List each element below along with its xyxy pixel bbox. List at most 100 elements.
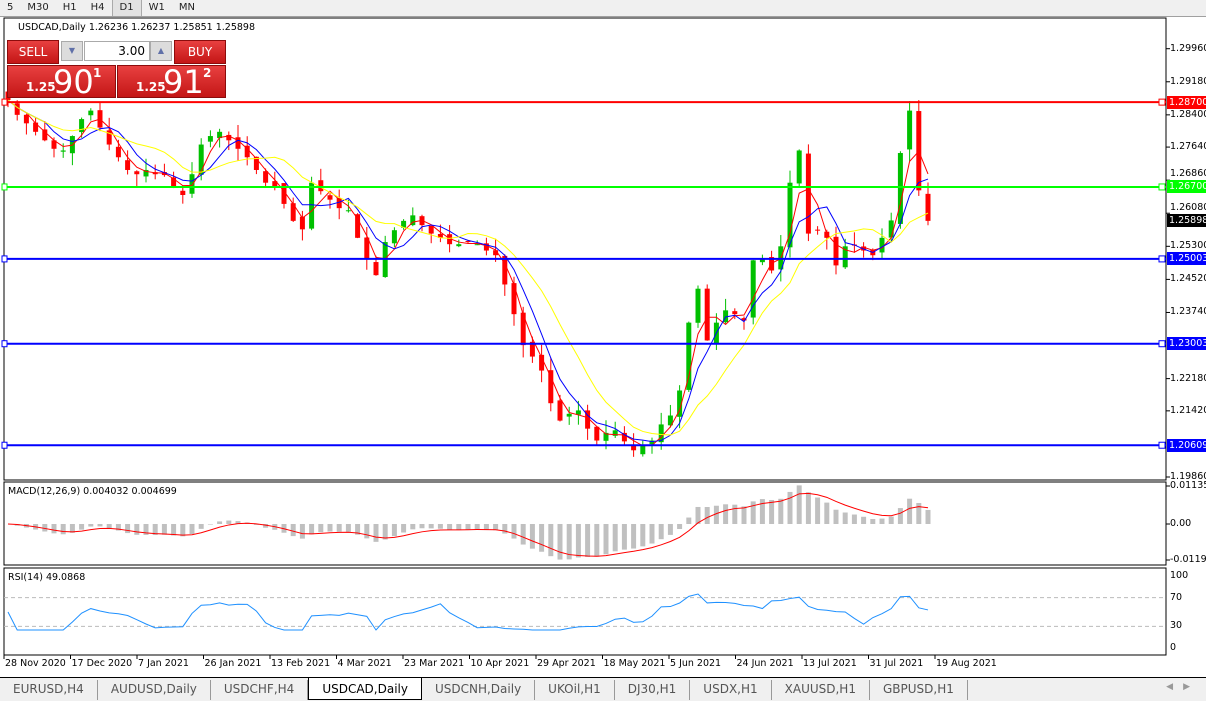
candle-body — [842, 246, 848, 268]
timeframe-d1[interactable]: D1 — [111, 0, 142, 16]
candle-body — [143, 169, 149, 177]
date-axis-label: 13 Feb 2021 — [271, 658, 331, 669]
macd-bar — [382, 524, 388, 540]
line-handle — [1, 183, 8, 191]
candle — [198, 138, 204, 181]
timeframe-toolbar: 5 M30 H1 H4 D1 W1 MN — [0, 0, 1206, 17]
macd-bar — [226, 520, 232, 524]
macd-bar — [263, 524, 269, 528]
tab-usdcnh-daily[interactable]: USDCNH,Daily — [422, 680, 536, 700]
candle-body — [557, 400, 563, 421]
macd-bar — [566, 524, 572, 560]
tab-ukoil-h1[interactable]: UKOil,H1 — [535, 680, 615, 700]
macd-bar — [373, 524, 379, 542]
candle — [401, 219, 407, 230]
ma-fast-line — [7, 99, 929, 447]
tab-usdchf-h4[interactable]: USDCHF,H4 — [211, 680, 309, 700]
candle-body — [309, 182, 315, 229]
macd-bar — [861, 516, 867, 524]
price-axis-label: 1.21420 — [1170, 404, 1206, 416]
tab-usdcad-daily[interactable]: USDCAD,Daily — [308, 678, 422, 700]
macd-bar — [539, 524, 545, 552]
rsi-axis-label: 30 — [1170, 620, 1183, 632]
macd-bar — [69, 524, 75, 533]
timeframe-h4[interactable]: H4 — [90, 2, 105, 13]
rsi-axis-label: 70 — [1170, 591, 1183, 603]
candle — [161, 163, 167, 177]
candle — [805, 144, 811, 242]
tab-scroll-arrows[interactable]: ◀▶ — [1166, 682, 1200, 692]
candle — [502, 254, 508, 296]
macd-bar — [198, 524, 204, 529]
candle-body — [226, 134, 232, 141]
macd-signal-line — [7, 492, 929, 557]
macd-histogram — [14, 485, 931, 560]
candle-body — [548, 370, 554, 404]
candle-body — [585, 410, 591, 429]
candle — [842, 238, 848, 269]
candle — [106, 117, 112, 151]
candle — [750, 259, 756, 325]
candle-body — [493, 250, 499, 256]
candle-body — [649, 440, 655, 445]
sell-button[interactable]: SELL — [7, 40, 59, 64]
ask-pips: 91 — [163, 63, 204, 101]
timeframe-m30[interactable]: M30 — [27, 2, 49, 13]
buy-price-button[interactable]: 1.25 91 2 — [117, 63, 226, 101]
ma-slow-line — [7, 99, 929, 436]
rsi-label: RSI(14) 49.0868 — [8, 572, 86, 583]
candle-body — [401, 220, 407, 228]
candle — [741, 316, 747, 330]
tab-audusd-daily[interactable]: AUDUSD,Daily — [98, 680, 211, 700]
candle-body — [336, 197, 342, 209]
date-axis-label: 23 Mar 2021 — [404, 658, 465, 669]
timeframe-h1[interactable]: H1 — [62, 2, 77, 13]
macd-bar — [787, 491, 793, 524]
macd-bar — [741, 506, 747, 524]
tab-gbpusd-h1[interactable]: GBPUSD,H1 — [870, 680, 968, 700]
buy-button[interactable]: BUY — [174, 40, 226, 64]
line-price-tag: 1.23003 — [1167, 337, 1206, 351]
macd-bar — [456, 524, 462, 530]
macd-bar — [115, 524, 121, 531]
macd-label: MACD(12,26,9) 0.004032 0.004699 — [8, 486, 177, 497]
candle-body — [447, 234, 453, 245]
candle-body — [621, 432, 627, 442]
timeframe-w1[interactable]: W1 — [148, 2, 165, 13]
macd-bar — [529, 524, 535, 549]
timeframe-5[interactable]: 5 — [7, 2, 14, 13]
one-click-trading-panel: SELL ▼ ▲ BUY 1.25 90 1 1.25 91 2 — [7, 40, 227, 101]
tab-dj30-h1[interactable]: DJ30,H1 — [615, 680, 691, 700]
volume-decrease-button[interactable]: ▼ — [61, 41, 83, 61]
line-handle — [1158, 98, 1166, 106]
candle-body — [180, 190, 186, 196]
candle-body — [33, 122, 39, 132]
candle — [907, 101, 913, 162]
volume-increase-button[interactable]: ▲ — [150, 41, 172, 61]
sell-price-button[interactable]: 1.25 90 1 — [7, 63, 116, 101]
candle-body — [318, 180, 324, 192]
macd-bar — [658, 524, 664, 540]
macd-bar — [677, 524, 683, 530]
main-pane — [3, 17, 1167, 481]
tab-eurusd-h4[interactable]: EURUSD,H4 — [0, 680, 98, 700]
candle-body — [575, 410, 581, 415]
macd-bar — [180, 524, 186, 537]
candle-body — [879, 237, 885, 253]
tab-xauusd-h1[interactable]: XAUUSD,H1 — [772, 680, 870, 700]
candle-body — [925, 193, 931, 221]
volume-input[interactable] — [84, 41, 150, 61]
candle — [851, 232, 857, 253]
macd-bar — [465, 524, 471, 530]
candle-body — [750, 260, 756, 318]
candle-body — [796, 150, 802, 184]
bid-prefix: 1.25 — [26, 80, 56, 94]
price-axis-label: 1.26860 — [1170, 167, 1206, 179]
timeframe-mn[interactable]: MN — [178, 2, 195, 13]
tab-usdx-h1[interactable]: USDX,H1 — [690, 680, 772, 700]
date-axis-label: 24 Jun 2021 — [736, 658, 794, 669]
macd-bar — [612, 524, 618, 552]
candle — [180, 185, 186, 204]
line-handle — [1158, 255, 1166, 263]
